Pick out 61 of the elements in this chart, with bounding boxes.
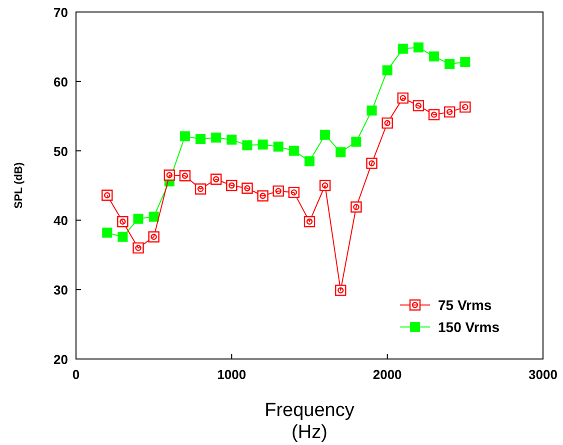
point: [210, 174, 222, 185]
point: [398, 44, 408, 54]
legend-label: 75 Vrms: [438, 297, 492, 313]
x-tick-label: 3000: [528, 367, 558, 382]
point: [118, 232, 128, 242]
point: [412, 100, 424, 112]
point: [382, 117, 393, 129]
point: [428, 109, 440, 120]
point: [304, 216, 316, 228]
point: [102, 190, 113, 201]
y-tick-label: 30: [54, 282, 68, 298]
point: [336, 147, 346, 158]
y-tick-label: 70: [54, 5, 68, 20]
point: [413, 42, 424, 52]
point: [319, 180, 331, 192]
point: [272, 185, 284, 197]
point: [350, 201, 362, 213]
point: [117, 216, 128, 228]
x-tick-label: 1000: [217, 367, 246, 382]
point: [397, 92, 408, 104]
point: [351, 136, 362, 147]
point: [133, 214, 144, 224]
point: [444, 106, 456, 118]
point: [148, 212, 159, 222]
point: [288, 186, 300, 198]
point: [148, 231, 160, 242]
point: [164, 169, 175, 181]
point: [460, 101, 471, 113]
point: [179, 170, 191, 182]
y-axis-title: SPL (dB): [13, 162, 25, 209]
point: [194, 183, 206, 195]
point: [288, 146, 299, 156]
point: [460, 56, 470, 67]
point: [366, 158, 378, 169]
y-tick-label: 20: [54, 352, 68, 367]
point: [180, 131, 190, 142]
point: [102, 228, 112, 238]
point: [320, 130, 330, 140]
x-tick-label: 2000: [372, 367, 402, 382]
point: [211, 132, 222, 143]
point: [196, 134, 206, 144]
point: [335, 284, 346, 296]
point: [382, 65, 392, 76]
point: [226, 134, 237, 145]
point: [429, 51, 440, 62]
point: [273, 142, 284, 152]
legend-label: 150 Vrms: [438, 319, 500, 335]
point: [226, 180, 238, 192]
point: [366, 106, 377, 116]
x-tick-label: 0: [72, 367, 80, 382]
point: [242, 182, 253, 194]
y-tick-label: 40: [54, 213, 68, 228]
point: [444, 59, 455, 70]
point: [132, 242, 144, 254]
y-tick-label: 50: [54, 144, 68, 159]
x-axis-title: Frequency (Hz): [264, 400, 355, 443]
point: [257, 190, 268, 202]
y-tick-label: 60: [54, 74, 68, 90]
point: [304, 156, 314, 166]
point: [258, 140, 268, 150]
point: [242, 140, 252, 150]
